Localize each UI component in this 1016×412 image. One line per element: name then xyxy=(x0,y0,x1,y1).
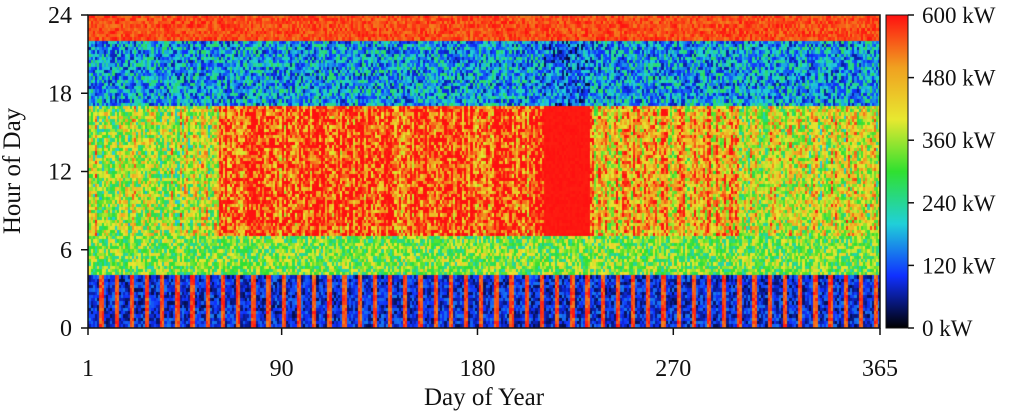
colorbar-tick-label: 240 kW xyxy=(922,191,996,216)
x-tick-label: 90 xyxy=(270,356,294,382)
x-tick-label: 365 xyxy=(862,356,898,382)
colorbar xyxy=(885,14,909,329)
y-tick-label: 24 xyxy=(48,3,72,29)
x-tick-label: 270 xyxy=(655,356,691,382)
colorbar-ticks: 0 kW 120 kW 240 kW 360 kW 480 kW 600 kW xyxy=(908,3,996,341)
colorbar-tick-label: 480 kW xyxy=(922,66,996,91)
x-tick-labels: 1 90 180 270 365 xyxy=(82,356,898,382)
y-tick-label: 12 xyxy=(48,160,72,186)
y-tick-label: 0 xyxy=(60,316,72,342)
plot-axes xyxy=(81,14,881,335)
x-tick-label: 1 xyxy=(82,356,94,382)
colorbar-tick-label: 600 kW xyxy=(922,3,996,28)
x-axis-title: Day of Year xyxy=(424,384,545,411)
x-tick-label: 180 xyxy=(459,356,495,382)
y-tick-labels: 0 6 12 18 24 xyxy=(48,3,72,342)
colorbar-tick-label: 360 kW xyxy=(922,128,996,153)
y-axis-title: Hour of Day xyxy=(0,107,26,234)
y-tick-label: 18 xyxy=(48,81,72,107)
colorbar-tick-label: 120 kW xyxy=(922,253,996,278)
y-tick-label: 6 xyxy=(60,238,72,264)
colorbar-tick-label: 0 kW xyxy=(922,316,973,341)
heatmap-area xyxy=(88,15,880,328)
